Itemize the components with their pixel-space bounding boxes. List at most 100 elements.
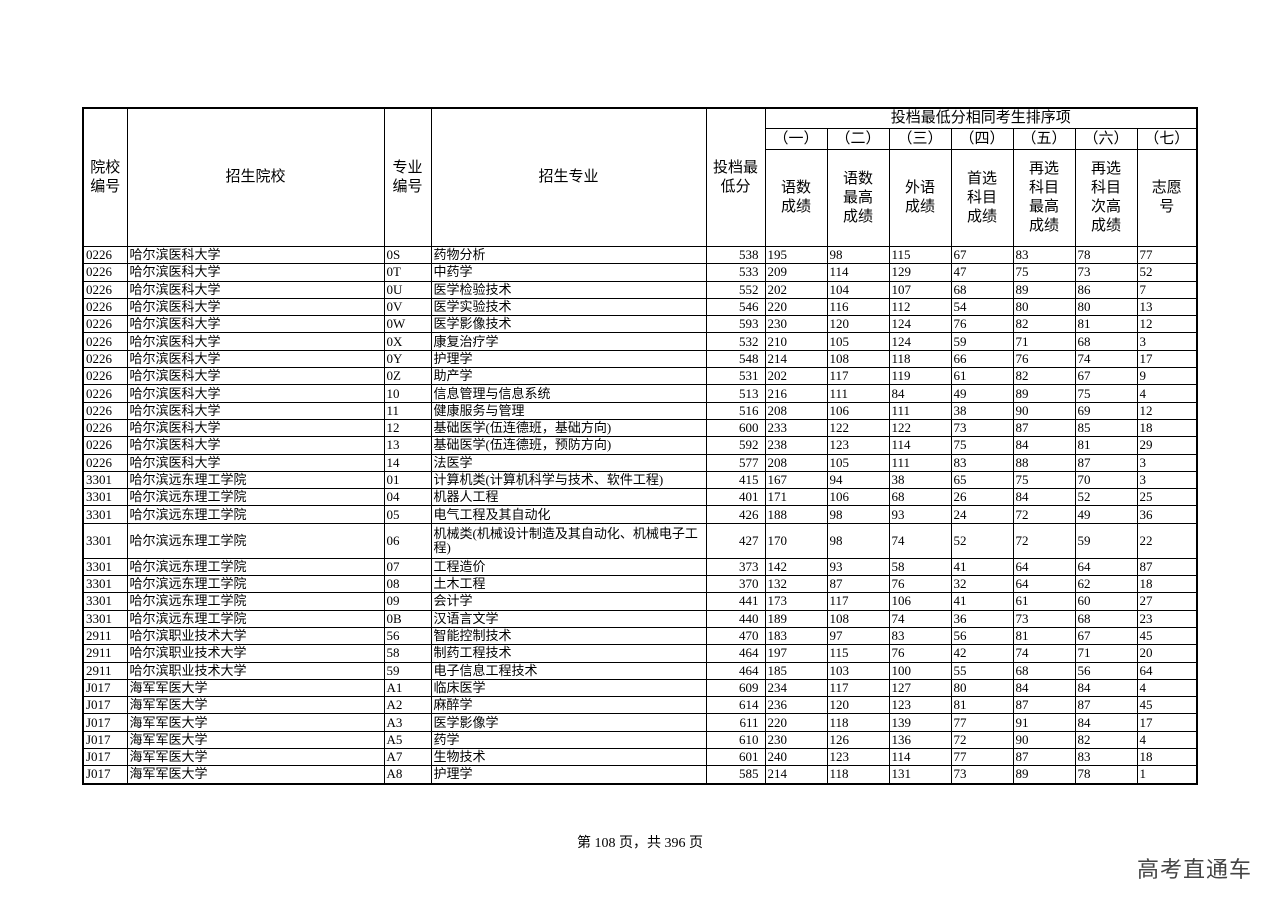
table-row: 0226 哈尔滨医科大学 0Z 助产学 531 202 117 119 61 82 67 9 [82, 367, 1198, 386]
cell-tie-5: 74 [1012, 644, 1076, 663]
cell-tie-7: 20 [1136, 644, 1198, 663]
tie-number-7: （七） [1136, 128, 1198, 150]
cell-tie-6: 68 [1074, 609, 1138, 628]
cell-tie-7: 1 [1136, 765, 1198, 785]
tie-label-2: 语数最高成绩 [826, 149, 890, 247]
cell-tie-5: 73 [1012, 609, 1076, 628]
cell-tie-5: 64 [1012, 575, 1076, 594]
cell-school-name: 哈尔滨医科大学 [126, 349, 385, 369]
tie-label-7: 志愿号 [1136, 149, 1198, 247]
cell-tie-3: 124 [888, 332, 952, 351]
cell-major-code: 0T [383, 263, 432, 282]
cell-school-code: 0226 [82, 367, 128, 386]
cell-school-code: 3301 [82, 522, 128, 559]
cell-school-name: 哈尔滨医科大学 [126, 280, 385, 299]
cell-major-name: 基础医学(伍连德班，基础方向) [430, 418, 707, 438]
cell-tie-7: 36 [1136, 505, 1198, 524]
cell-major-code: A3 [383, 713, 432, 732]
cell-tie-7: 17 [1136, 349, 1198, 369]
cell-min-score: 516 [705, 401, 766, 420]
table-row: 3301 哈尔滨远东理工学院 08 土木工程 370 132 87 76 32 64 62 18 [82, 575, 1198, 594]
cell-tie-4: 55 [950, 661, 1014, 680]
cell-school-code: 3301 [82, 505, 128, 524]
cell-tie-3: 76 [888, 644, 952, 663]
cell-school-code: 3301 [82, 557, 128, 577]
cell-min-score: 531 [705, 367, 766, 386]
cell-school-code: J017 [82, 713, 128, 732]
cell-major-name: 工程造价 [430, 557, 707, 577]
cell-tie-4: 54 [950, 297, 1014, 317]
cell-tie-3: 76 [888, 575, 952, 594]
cell-tie-1: 170 [764, 522, 828, 559]
cell-school-code: 3301 [82, 609, 128, 628]
cell-tie-1: 183 [764, 626, 828, 646]
cell-school-name: 哈尔滨医科大学 [126, 315, 385, 334]
cell-school-code: 3301 [82, 470, 128, 490]
cell-tie-3: 111 [888, 401, 952, 420]
cell-major-code: 11 [383, 401, 432, 420]
cell-tie-4: 59 [950, 332, 1014, 351]
cell-school-name: 哈尔滨医科大学 [126, 418, 385, 438]
cell-tie-1: 208 [764, 453, 828, 472]
cell-tie-6: 83 [1074, 748, 1138, 767]
cell-tie-2: 123 [826, 436, 890, 455]
cell-major-code: 14 [383, 453, 432, 472]
cell-major-name: 医学影像技术 [430, 315, 707, 334]
cell-tie-7: 4 [1136, 730, 1198, 750]
cell-tie-2: 104 [826, 280, 890, 299]
cell-tie-1: 233 [764, 418, 828, 438]
cell-tie-2: 116 [826, 297, 890, 317]
cell-tie-7: 7 [1136, 280, 1198, 299]
cell-tie-6: 70 [1074, 470, 1138, 490]
tie-label-1: 语数成绩 [764, 149, 828, 247]
cell-major-code: 12 [383, 418, 432, 438]
cell-min-score: 415 [705, 470, 766, 490]
cell-tie-7: 22 [1136, 522, 1198, 559]
cell-school-code: 3301 [82, 592, 128, 611]
cell-major-code: 0Z [383, 367, 432, 386]
cell-tie-3: 123 [888, 696, 952, 715]
cell-tie-2: 98 [826, 522, 890, 559]
tie-number-2: （二） [826, 128, 890, 150]
cell-tie-7: 45 [1136, 696, 1198, 715]
cell-tie-3: 106 [888, 592, 952, 611]
cell-tie-1: 230 [764, 730, 828, 750]
cell-tie-7: 3 [1136, 453, 1198, 472]
cell-tie-1: 208 [764, 401, 828, 420]
cell-min-score: 614 [705, 696, 766, 715]
cell-min-score: 464 [705, 644, 766, 663]
cell-tie-3: 129 [888, 263, 952, 282]
tie-label-5: 再选科目最高成绩 [1012, 149, 1076, 247]
cell-tie-5: 90 [1012, 401, 1076, 420]
cell-major-code: 0S [383, 245, 432, 265]
cell-major-name: 电气工程及其自动化 [430, 505, 707, 524]
cell-tie-1: 142 [764, 557, 828, 577]
cell-tie-1: 214 [764, 349, 828, 369]
cell-tie-2: 117 [826, 592, 890, 611]
cell-tie-1: 195 [764, 245, 828, 265]
cell-tie-5: 89 [1012, 280, 1076, 299]
tie-number-5: （五） [1012, 128, 1076, 150]
table-row: 3301 哈尔滨远东理工学院 09 会计学 441 173 117 106 41 61 60 27 [82, 592, 1198, 611]
cell-tie-3: 84 [888, 384, 952, 403]
table-row: 0226 哈尔滨医科大学 0V 医学实验技术 546 220 116 112 54 80 80 13 [82, 297, 1198, 317]
tie-number-4: （四） [950, 128, 1014, 150]
cell-min-score: 401 [705, 488, 766, 507]
cell-tie-3: 68 [888, 488, 952, 507]
cell-tie-3: 58 [888, 557, 952, 577]
table-row: 2911 哈尔滨职业技术大学 58 制药工程技术 464 197 115 76 42 74 71 20 [82, 644, 1198, 663]
cell-tie-5: 71 [1012, 332, 1076, 351]
cell-min-score: 548 [705, 349, 766, 369]
cell-tie-7: 18 [1136, 575, 1198, 594]
cell-min-score: 513 [705, 384, 766, 403]
cell-major-code: 09 [383, 592, 432, 611]
cell-school-code: 2911 [82, 661, 128, 680]
cell-tie-1: 214 [764, 765, 828, 785]
cell-tie-6: 78 [1074, 245, 1138, 265]
cell-tie-6: 82 [1074, 730, 1138, 750]
table-row: 0226 哈尔滨医科大学 11 健康服务与管理 516 208 106 111 38 90 69 12 [82, 401, 1198, 420]
cell-tie-5: 87 [1012, 418, 1076, 438]
cell-school-name: 哈尔滨远东理工学院 [126, 592, 385, 611]
cell-tie-6: 84 [1074, 713, 1138, 732]
cell-school-name: 哈尔滨医科大学 [126, 384, 385, 403]
